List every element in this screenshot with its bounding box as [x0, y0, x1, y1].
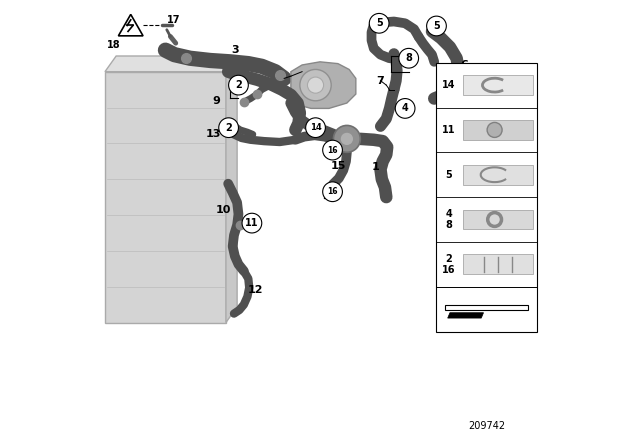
Text: 13: 13: [205, 129, 221, 139]
Bar: [436, 63, 538, 332]
Circle shape: [323, 182, 342, 202]
Circle shape: [399, 48, 419, 68]
Text: 12: 12: [247, 285, 263, 295]
Circle shape: [307, 77, 324, 93]
Polygon shape: [105, 72, 226, 323]
Bar: [463, 165, 533, 185]
Text: 18: 18: [107, 40, 121, 51]
Circle shape: [369, 13, 389, 33]
Text: 10: 10: [216, 205, 232, 215]
Polygon shape: [118, 14, 143, 36]
Circle shape: [427, 16, 446, 36]
Text: 11: 11: [245, 218, 259, 228]
Circle shape: [219, 118, 239, 138]
Text: 5: 5: [376, 18, 383, 28]
Text: 2: 2: [225, 123, 232, 133]
Circle shape: [228, 75, 248, 95]
Text: 6: 6: [460, 60, 468, 70]
Text: 1: 1: [372, 162, 380, 172]
Text: 14: 14: [442, 80, 456, 90]
Circle shape: [300, 69, 332, 101]
Circle shape: [340, 132, 354, 146]
Text: 15: 15: [331, 161, 346, 171]
Circle shape: [396, 99, 415, 118]
Text: 16: 16: [327, 187, 338, 196]
Text: 2: 2: [235, 80, 242, 90]
Bar: [463, 210, 533, 229]
Circle shape: [306, 118, 325, 138]
Bar: [463, 120, 533, 140]
Text: 4
8: 4 8: [445, 209, 452, 230]
Polygon shape: [448, 313, 484, 318]
Polygon shape: [226, 56, 237, 323]
Text: 3: 3: [231, 45, 239, 55]
Circle shape: [333, 125, 360, 152]
Text: 2
16: 2 16: [442, 254, 456, 275]
Polygon shape: [105, 56, 237, 72]
Text: 17: 17: [167, 15, 180, 25]
Polygon shape: [291, 62, 356, 108]
Text: 8: 8: [405, 53, 412, 63]
Polygon shape: [445, 305, 529, 310]
Bar: [463, 75, 533, 95]
Text: 5: 5: [445, 170, 452, 180]
Circle shape: [487, 122, 502, 138]
Text: 16: 16: [327, 146, 338, 155]
Circle shape: [242, 213, 262, 233]
Text: 7: 7: [376, 76, 385, 86]
Text: 9: 9: [212, 96, 220, 106]
Text: 11: 11: [442, 125, 456, 135]
Text: 4: 4: [402, 103, 408, 113]
Text: 14: 14: [310, 123, 321, 132]
Circle shape: [323, 140, 342, 160]
Text: 209742: 209742: [468, 421, 505, 431]
Text: 5: 5: [433, 21, 440, 31]
Bar: [463, 254, 533, 274]
